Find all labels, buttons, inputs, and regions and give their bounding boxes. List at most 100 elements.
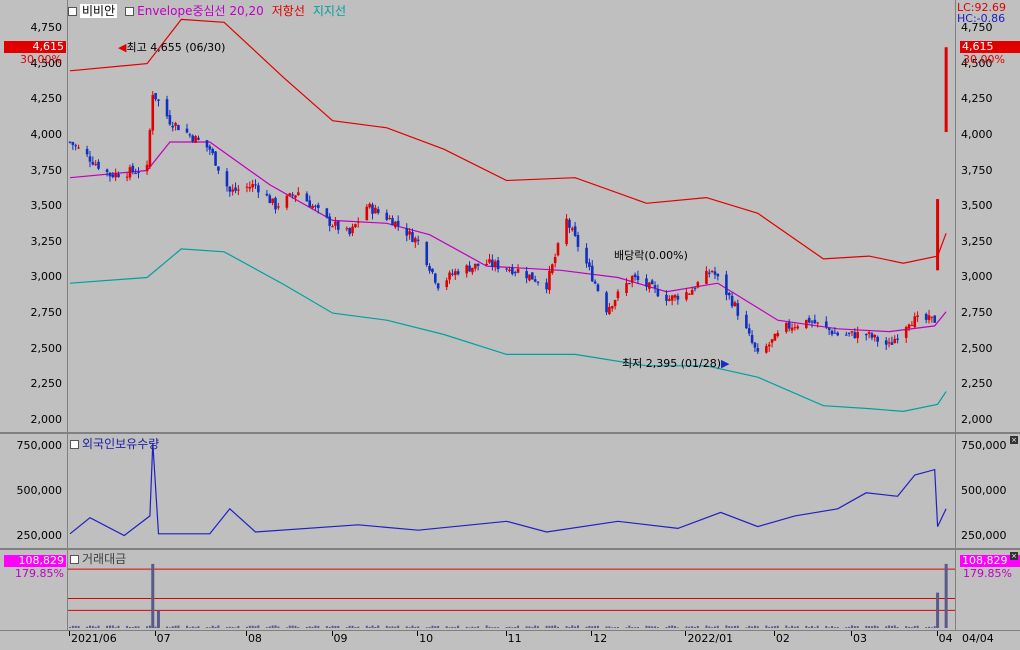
candle-body — [745, 314, 748, 329]
candle-body — [570, 228, 574, 230]
volume-bar — [334, 626, 337, 628]
x-tick-mark — [591, 631, 593, 636]
volume-bar — [716, 625, 719, 628]
candle-body — [445, 280, 449, 288]
y-tick-label: 4,000 — [961, 127, 993, 141]
volume-bar — [305, 626, 308, 628]
volume-bar — [485, 625, 488, 628]
candle-body — [316, 204, 320, 209]
high-annotation-text: 최고 4,655 (06/30) — [126, 41, 226, 54]
y-tick-label: 4,250 — [961, 92, 993, 106]
volume-bar — [428, 627, 431, 628]
candle-body — [727, 293, 731, 296]
x-tick-label: 11 — [507, 632, 522, 645]
candle-body — [776, 332, 780, 337]
candle-body — [134, 173, 137, 175]
volume-panel-close-icon[interactable]: × — [1010, 552, 1018, 560]
legend-envelope[interactable]: Envelope중심선 20,20 — [125, 2, 264, 19]
volume-bar — [745, 627, 748, 628]
candle-body — [770, 339, 774, 343]
volume-bar — [205, 627, 208, 628]
price-plot-area[interactable] — [67, 0, 956, 432]
candle-body — [485, 263, 488, 266]
volume-bar — [434, 626, 437, 628]
y-tick-label: 2,000 — [961, 413, 993, 426]
candle-body — [354, 224, 357, 228]
candle-body — [271, 198, 274, 204]
foreign-plot-area[interactable] — [67, 434, 956, 548]
candle-body — [616, 291, 620, 299]
candle-body — [188, 134, 192, 136]
volume-bar — [813, 627, 816, 628]
volume-bar — [106, 625, 109, 628]
price-legend: 비비안 Envelope중심선 20,20 저항선 지지선 — [68, 2, 346, 19]
volume-bar — [348, 625, 351, 628]
current-price-tag-right: 4,615 — [960, 41, 1020, 53]
volume-bar — [111, 625, 114, 628]
candle-body — [348, 228, 351, 235]
candle-body — [904, 326, 908, 338]
volume-bar — [377, 625, 380, 628]
legend-square-icon — [70, 555, 79, 564]
candle-body — [473, 263, 477, 269]
candle-body — [117, 174, 120, 178]
candle-body — [613, 300, 617, 307]
candle-body — [465, 265, 468, 274]
legend-stock[interactable]: 비비안 — [68, 2, 118, 19]
candle-body — [713, 271, 717, 275]
candle-body — [371, 204, 374, 214]
volume-bar — [211, 625, 214, 628]
candle-body — [907, 324, 911, 329]
candle-body — [670, 295, 674, 301]
candle-body — [516, 268, 520, 273]
volume-bar — [788, 627, 791, 628]
volume-bar — [431, 625, 434, 628]
candle-body — [933, 315, 937, 323]
candle-body — [294, 195, 297, 198]
volume-bar — [628, 625, 631, 628]
volume-bar — [151, 563, 155, 628]
volume-bar — [830, 626, 833, 628]
candle-body — [211, 149, 214, 154]
candle-body — [890, 342, 894, 345]
candle-body — [513, 272, 517, 274]
panel-divider[interactable] — [0, 548, 1020, 550]
volume-bar — [91, 625, 94, 628]
volume-bar — [385, 625, 388, 628]
volume-plot-area[interactable] — [67, 550, 956, 630]
right-date-label: 04/04 — [962, 632, 994, 645]
foreign-panel-close-icon[interactable]: × — [1010, 436, 1018, 444]
volume-bar — [371, 625, 374, 628]
candle-body — [405, 227, 409, 236]
volume-bar — [271, 625, 274, 628]
candle-body — [853, 332, 857, 339]
arrow-right-icon: ▶ — [721, 357, 730, 370]
volume-bar — [288, 625, 291, 628]
volume-bar — [571, 625, 574, 628]
volume-bar — [351, 625, 354, 628]
volume-bar — [545, 625, 548, 628]
candle-body — [68, 141, 72, 143]
candle-body — [214, 151, 217, 166]
x-tick-label: 09 — [333, 632, 348, 645]
volume-bar — [890, 625, 893, 628]
candle-body — [376, 209, 380, 213]
candle-body — [693, 288, 697, 290]
candle-body — [71, 142, 75, 145]
candle-body — [374, 207, 377, 214]
volume-bar — [873, 625, 876, 628]
volume-bar — [736, 625, 739, 628]
foreign-y-axis-left: 750,000 500,000 250,000 — [0, 434, 66, 548]
candle-body — [171, 125, 175, 128]
volume-chart — [68, 563, 955, 628]
arrow-left-icon: ◀ — [118, 41, 127, 54]
candle-body — [753, 342, 757, 348]
candle-body — [687, 293, 691, 295]
volume-bar — [808, 627, 811, 628]
candle-body — [593, 281, 597, 284]
candle-body — [525, 271, 528, 279]
candle-body — [896, 338, 899, 340]
volume-bar — [491, 627, 494, 628]
volume-bar — [488, 626, 491, 628]
panel-divider[interactable] — [0, 432, 1020, 434]
